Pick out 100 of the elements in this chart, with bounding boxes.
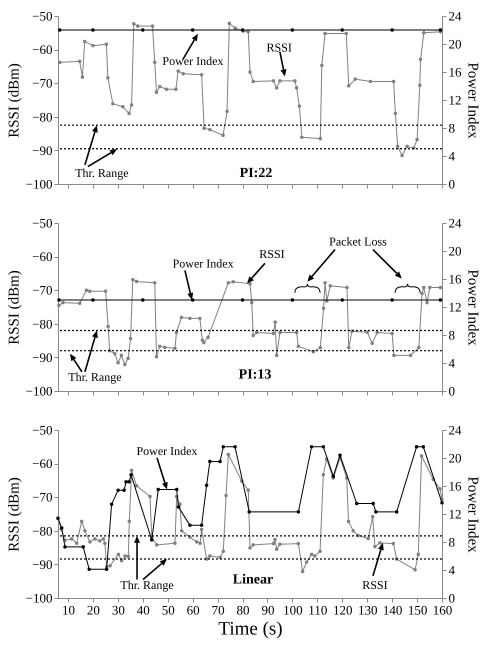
point [63, 545, 67, 549]
point [347, 84, 350, 88]
y-tick-label: −100 [26, 384, 52, 398]
point [296, 510, 300, 514]
point [422, 445, 426, 449]
x-tick-label: 60 [186, 602, 200, 618]
point [106, 76, 110, 80]
point [415, 138, 419, 142]
point [414, 445, 418, 449]
y2-axis-title: Power Index [464, 269, 480, 346]
point [233, 445, 237, 449]
point [323, 32, 327, 36]
y2-tick-label: 20 [448, 36, 462, 52]
point [87, 568, 91, 572]
y2-tick-label: 8 [448, 534, 455, 550]
point [405, 144, 409, 148]
point [124, 480, 128, 484]
y-tick-label: −100 [26, 176, 52, 192]
point [274, 86, 278, 90]
annotation: Packet Loss [329, 234, 388, 248]
x-tick-label: 140 [382, 602, 402, 618]
y2-tick-label: 24 [448, 216, 462, 230]
point [110, 502, 114, 506]
point [248, 510, 251, 514]
point [78, 60, 82, 64]
x-tick-label: 80 [236, 602, 250, 618]
point [354, 502, 358, 506]
y-tick-label: −60 [32, 249, 52, 264]
y-tick-label: −70 [32, 490, 52, 505]
point [392, 80, 396, 84]
point [418, 58, 422, 62]
point [82, 40, 86, 44]
point [272, 79, 276, 83]
point [174, 88, 178, 91]
point [129, 473, 133, 477]
point [150, 24, 154, 28]
annotation: Thr. Range [68, 370, 122, 384]
x-tick-label: 40 [136, 602, 150, 618]
y-axis-title: RSSI (dBm) [6, 63, 23, 138]
point [338, 453, 342, 457]
point [153, 60, 156, 64]
point [58, 60, 62, 64]
point [298, 104, 302, 108]
point [188, 523, 192, 527]
y2-tick-label: 12 [448, 300, 462, 314]
point [176, 505, 180, 509]
point [136, 24, 140, 28]
point [181, 72, 185, 76]
point [122, 488, 126, 492]
y-tick-label: −80 [32, 109, 52, 124]
point [368, 80, 372, 84]
x-axis-title: Time (s) [218, 618, 283, 640]
point [91, 44, 95, 48]
y-tick-label: −100 [26, 590, 52, 606]
y2-tick-label: 8 [448, 328, 455, 342]
point [233, 26, 237, 30]
y2-tick-label: 0 [448, 590, 455, 606]
y-tick-label: −80 [32, 523, 52, 538]
x-tick-label: 130 [358, 602, 378, 618]
point [202, 126, 206, 130]
point [81, 545, 85, 549]
point [318, 136, 322, 140]
annotation: Power Index [172, 256, 234, 270]
point [200, 523, 204, 527]
annotation: PI:22 [240, 166, 272, 181]
y-tick-label: −50 [32, 216, 52, 230]
point [396, 144, 400, 148]
point [174, 488, 178, 492]
y2-tick-label: 24 [448, 422, 462, 438]
point [374, 510, 378, 514]
point [132, 22, 136, 26]
y-tick-label: −80 [32, 316, 52, 332]
y2-tick-label: 0 [448, 176, 455, 192]
y2-tick-label: 4 [448, 148, 456, 164]
x-tick-label: 150 [408, 602, 428, 618]
annotation: Power Index [162, 54, 224, 68]
point [200, 73, 204, 77]
point [218, 460, 222, 464]
point [422, 31, 426, 35]
point [104, 42, 108, 46]
annotation: Power Index [136, 444, 198, 458]
point [300, 136, 304, 140]
point [130, 103, 134, 107]
point [121, 104, 125, 108]
point [176, 69, 180, 73]
y-tick-label: −90 [32, 142, 52, 158]
x-tick-label: 10 [62, 602, 75, 618]
point [418, 83, 422, 87]
point [246, 30, 250, 34]
x-tick-label: 160 [432, 602, 452, 618]
point [394, 510, 398, 514]
point [158, 84, 162, 88]
x-tick-label: 50 [162, 602, 175, 618]
point [80, 75, 84, 79]
point [353, 77, 357, 81]
y-axis-title: RSSI (dBm) [6, 270, 23, 345]
point [127, 480, 131, 484]
x-tick-label: 120 [333, 602, 353, 618]
point [278, 79, 282, 83]
point [440, 501, 444, 505]
